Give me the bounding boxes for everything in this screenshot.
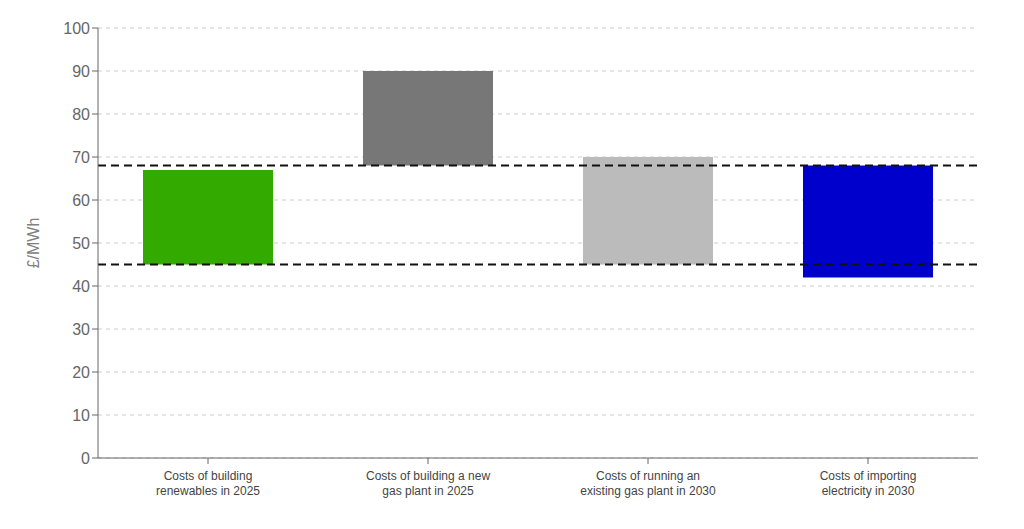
svg-text:90: 90 (72, 63, 90, 80)
svg-text:Costs of importingelectricity: Costs of importingelectricity in 2030 (820, 469, 917, 498)
svg-text:80: 80 (72, 106, 90, 123)
svg-text:0: 0 (81, 450, 90, 467)
svg-text:10: 10 (72, 407, 90, 424)
svg-text:30: 30 (72, 321, 90, 338)
svg-text:70: 70 (72, 149, 90, 166)
svg-text:100: 100 (63, 20, 90, 37)
svg-text:Costs of running anexisting ga: Costs of running anexisting gas plant in… (580, 469, 716, 498)
svg-text:20: 20 (72, 364, 90, 381)
svg-text:Costs of buildingrenewables in: Costs of buildingrenewables in 2025 (156, 469, 260, 498)
svg-text:Costs of building a newgas pla: Costs of building a newgas plant in 2025 (366, 469, 490, 498)
svg-text:40: 40 (72, 278, 90, 295)
svg-text:50: 50 (72, 235, 90, 252)
svg-text:£/MWh: £/MWh (25, 218, 42, 269)
svg-text:60: 60 (72, 192, 90, 209)
